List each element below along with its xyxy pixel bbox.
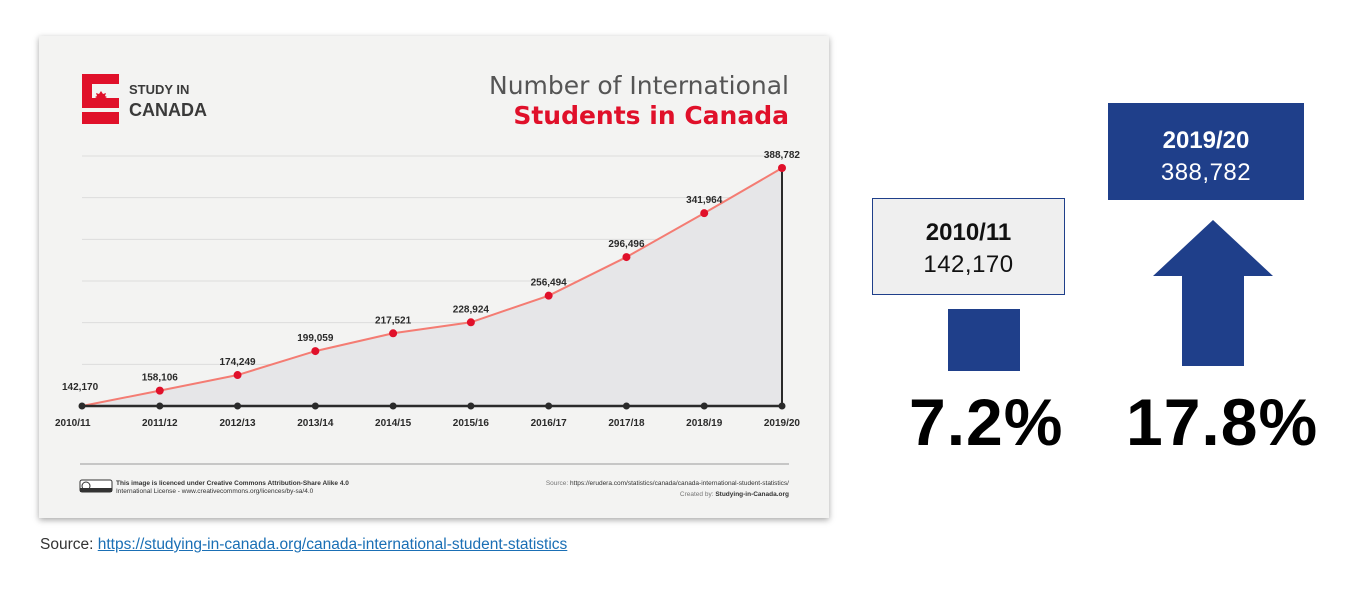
x-tick-label: 2015/16 <box>453 418 490 429</box>
data-label: 217,521 <box>375 315 412 326</box>
chart-source-url: https://erudera.com/statistics/canada/ca… <box>570 480 789 487</box>
data-point <box>466 318 475 327</box>
data-label: 158,106 <box>142 373 179 384</box>
data-label: 228,924 <box>453 304 490 315</box>
x-tick-dot <box>622 402 630 410</box>
data-label: 174,249 <box>219 357 256 368</box>
chart-source-prefix: Source: <box>546 480 569 487</box>
x-tick-dot <box>311 402 319 410</box>
data-point <box>778 164 786 172</box>
data-point <box>389 329 398 338</box>
data-label: 341,964 <box>686 195 723 206</box>
chart-created-by: Created by: Studying-in-Canada.org <box>680 491 789 498</box>
x-tick-dot <box>389 402 397 410</box>
x-tick-label: 2012/13 <box>219 418 256 429</box>
start-share-square <box>948 309 1020 371</box>
x-tick-label: 2017/18 <box>608 418 645 429</box>
logo-line-1: STUDY IN <box>129 82 189 97</box>
x-tick-dot <box>700 402 708 410</box>
x-tick-dot <box>545 402 553 410</box>
data-label: 388,782 <box>764 150 801 161</box>
series-line <box>81 167 783 407</box>
data-label: 256,494 <box>531 278 568 289</box>
x-tick-label: 2019/20 <box>764 418 801 429</box>
chart-source: Source: https://erudera.com/statistics/c… <box>546 480 789 487</box>
end-year-label: 2019/20 <box>1162 127 1250 154</box>
logo-line-2: CANADA <box>129 100 207 120</box>
start-year-box: 2010/11 142,170 <box>872 198 1065 295</box>
created-by-prefix: Created by: <box>680 491 714 498</box>
x-tick-label: 2011/12 <box>142 418 178 429</box>
study-in-canada-logo: STUDY IN CANADA <box>82 74 207 124</box>
x-tick-label: 2013/14 <box>297 418 334 429</box>
start-year-label: 2010/11 <box>925 219 1012 246</box>
x-tick-label: 2010/11 <box>55 418 91 429</box>
source-link[interactable]: https://studying-in-canada.org/canada-in… <box>97 536 568 553</box>
data-label: 142,170 <box>62 382 99 393</box>
x-tick-label: 2018/19 <box>686 418 723 429</box>
data-point <box>155 386 164 395</box>
chart-title: Number of International <box>489 71 789 100</box>
x-tick-dot <box>234 402 242 410</box>
data-label: 199,059 <box>297 333 334 344</box>
area-fill <box>82 168 782 406</box>
x-tick-dot <box>778 402 786 410</box>
x-tick-dot <box>467 402 475 410</box>
source-label: Source: <box>40 536 94 553</box>
chart-marks: 142,170 2010/11 158,106 2011/12 174,249 2012/… <box>55 150 800 429</box>
data-point <box>622 253 631 262</box>
data-point <box>311 347 320 356</box>
end-year-value: 388,782 <box>1160 159 1252 186</box>
cc-license-icon <box>79 479 113 493</box>
data-label: 296,496 <box>608 239 645 250</box>
end-year-box: 2019/20 388,782 <box>1108 103 1304 200</box>
x-tick-label: 2016/17 <box>531 418 568 429</box>
start-year-value: 142,170 <box>923 251 1014 278</box>
data-point <box>544 291 553 300</box>
created-by-name: Studying-in-Canada.org <box>715 491 789 498</box>
chart-subtitle: Students in Canada <box>513 101 789 130</box>
up-arrow-icon <box>1153 220 1273 366</box>
international-students-chart: STUDY IN CANADA Number of International … <box>55 71 800 498</box>
x-tick-label: 2014/15 <box>375 418 412 429</box>
x-tick-dot <box>156 402 164 410</box>
chart-card: STUDY IN CANADA Number of International … <box>39 36 829 518</box>
start-share-percent: 7.2% <box>909 385 1064 459</box>
data-point <box>700 209 709 218</box>
data-point <box>233 371 242 380</box>
license-text-2: International License - www.creativecomm… <box>116 488 314 495</box>
license-text-1: This image is licenced under Creative Co… <box>116 480 349 487</box>
source-line: Source: https://studying-in-canada.org/c… <box>40 536 567 554</box>
x-tick-dot <box>78 402 86 410</box>
end-share-percent: 17.8% <box>1126 385 1319 459</box>
